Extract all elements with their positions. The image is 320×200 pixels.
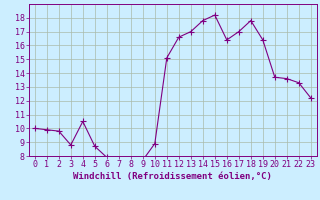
X-axis label: Windchill (Refroidissement éolien,°C): Windchill (Refroidissement éolien,°C): [73, 172, 272, 181]
